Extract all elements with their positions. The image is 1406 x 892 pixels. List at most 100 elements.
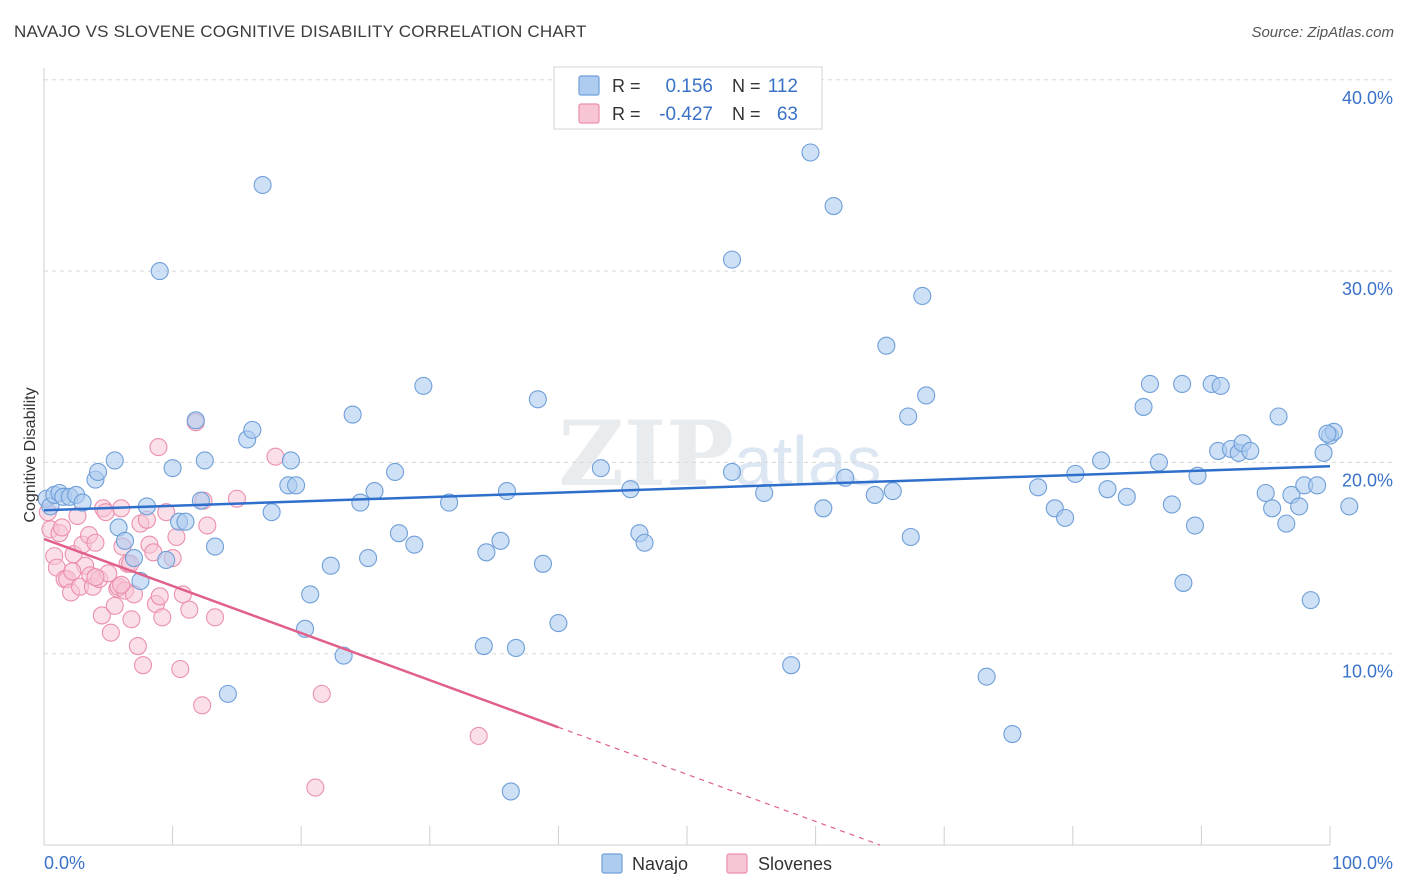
legend-slovenes-swatch [726, 853, 748, 874]
navajo-point-84 [1140, 374, 1160, 394]
navajo-point-27 [243, 420, 262, 439]
navajo-r-value: 0.156 [665, 76, 713, 97]
axes [43, 68, 1331, 846]
navajo-point-24 [205, 537, 225, 556]
navajo-point-73 [917, 386, 936, 405]
navajo-point-53 [533, 554, 553, 573]
navajo-point-12 [115, 531, 135, 550]
slovenes-point-43 [153, 608, 172, 627]
slovenes-point-61 [112, 575, 131, 594]
slovenes-point-56 [266, 447, 285, 466]
navajo-point-44 [414, 376, 433, 395]
navajo-point-51 [506, 638, 526, 658]
gridlines [44, 79, 1395, 655]
source-label: Source: ZipAtlas.com [1251, 24, 1394, 41]
navajo-point-76 [1029, 478, 1048, 497]
navajo-n-label: N = [732, 76, 761, 96]
navajo-point-10 [105, 451, 124, 470]
slovene-r-label: R = [612, 104, 641, 124]
navajo-point-69 [883, 482, 902, 501]
watermark-atlas: atlas [734, 422, 882, 500]
navajo-point-9 [88, 462, 108, 482]
navajo-point-32 [287, 476, 306, 495]
navajo-point-35 [321, 556, 340, 575]
navajo-point-25 [218, 684, 237, 703]
slovenes-point-54 [205, 608, 225, 627]
navajo-point-20 [176, 512, 195, 531]
navajo-point-70 [899, 407, 918, 426]
navajo-point-81 [1098, 480, 1117, 499]
navajo-point-17 [157, 550, 176, 570]
slovenes-point-59 [469, 726, 488, 746]
stats-legend: R = 0.156 N = 112 R = -0.427 N = 63 [553, 66, 823, 130]
navajo-point-98 [1256, 483, 1275, 503]
legend-navajo-swatch [601, 853, 623, 874]
slovene-swatch [578, 103, 600, 124]
slovenes-point-58 [312, 684, 331, 703]
navajo-point-39 [359, 548, 378, 568]
navajo-point-18 [163, 459, 182, 478]
navajo-point-72 [913, 286, 932, 306]
legend-navajo-label: Navajo [632, 854, 688, 874]
navajo-point-60 [722, 462, 742, 482]
navajo-point-40 [365, 482, 384, 501]
slovenes-point-47 [171, 659, 190, 679]
navajo-point-61 [755, 483, 774, 503]
navajo-point-107 [1314, 443, 1333, 462]
trend-lines [43, 464, 1331, 846]
navajo-point-68 [877, 336, 896, 355]
navajo-point-86 [1162, 495, 1181, 514]
navajo-point-45 [440, 493, 459, 512]
slovenes-point-32 [122, 610, 141, 629]
navajo-point-49 [497, 482, 517, 501]
slovenes-point-21 [96, 503, 115, 522]
navajo-point-105 [1301, 591, 1320, 610]
navajo-point-65 [824, 197, 843, 216]
navajo-point-100 [1269, 407, 1288, 426]
x-tick-label-right: 100.0% [1332, 853, 1393, 873]
navajo-point-75 [1003, 724, 1022, 744]
slovenes-point-41 [149, 438, 168, 457]
navajo-point-74 [977, 667, 996, 686]
slovenes-point-60 [63, 562, 82, 581]
navajo-point-22 [191, 491, 210, 510]
navajo-point-59 [722, 250, 742, 269]
slovenes-point-42 [150, 587, 169, 606]
slovenes-point-24 [105, 596, 124, 615]
y-axis-label: Cognitive Disability [22, 387, 39, 522]
navajo-point-97 [1241, 441, 1260, 460]
navajo-point-106 [1308, 476, 1327, 495]
slovenes-trend-line [43, 537, 559, 729]
navajo-point-87 [1173, 374, 1192, 394]
slovenes-point-57 [306, 778, 325, 797]
slovenes-trend-line-extension [558, 726, 881, 846]
navajo-point-7 [73, 493, 92, 512]
slovenes-point-19 [92, 606, 111, 625]
navajo-trend-line [43, 464, 1331, 512]
navajo-point-93 [1211, 376, 1230, 395]
y-tick-label-4: 40.0% [1342, 88, 1393, 108]
slovenes-point-17 [86, 533, 105, 552]
y-tick-label-3: 30.0% [1342, 279, 1393, 299]
slovene-n-label: N = [732, 104, 761, 124]
navajo-point-103 [1290, 497, 1309, 516]
navajo-point-28 [253, 175, 272, 195]
navajo-point-67 [865, 485, 884, 504]
legend-slovenes-label: Slovenes [758, 854, 832, 874]
slovenes-point-34 [128, 636, 147, 656]
navajo-point-55 [591, 459, 610, 478]
navajo-point-31 [281, 451, 300, 470]
navajo-r-label: R = [612, 76, 641, 96]
slovenes-point-46 [167, 527, 186, 547]
navajo-point-89 [1185, 516, 1205, 535]
navajo-point-78 [1056, 508, 1075, 527]
navajo-point-99 [1263, 499, 1282, 518]
y-tick-label-1: 10.0% [1342, 662, 1393, 682]
slovenes-point-23 [101, 623, 120, 642]
navajo-point-64 [814, 499, 833, 518]
navajo-point-16 [150, 262, 169, 281]
navajo-point-38 [351, 493, 370, 512]
slovenes-point-51 [193, 696, 212, 715]
navajo-point-101 [1277, 514, 1296, 533]
slovenes-point-49 [180, 600, 199, 619]
